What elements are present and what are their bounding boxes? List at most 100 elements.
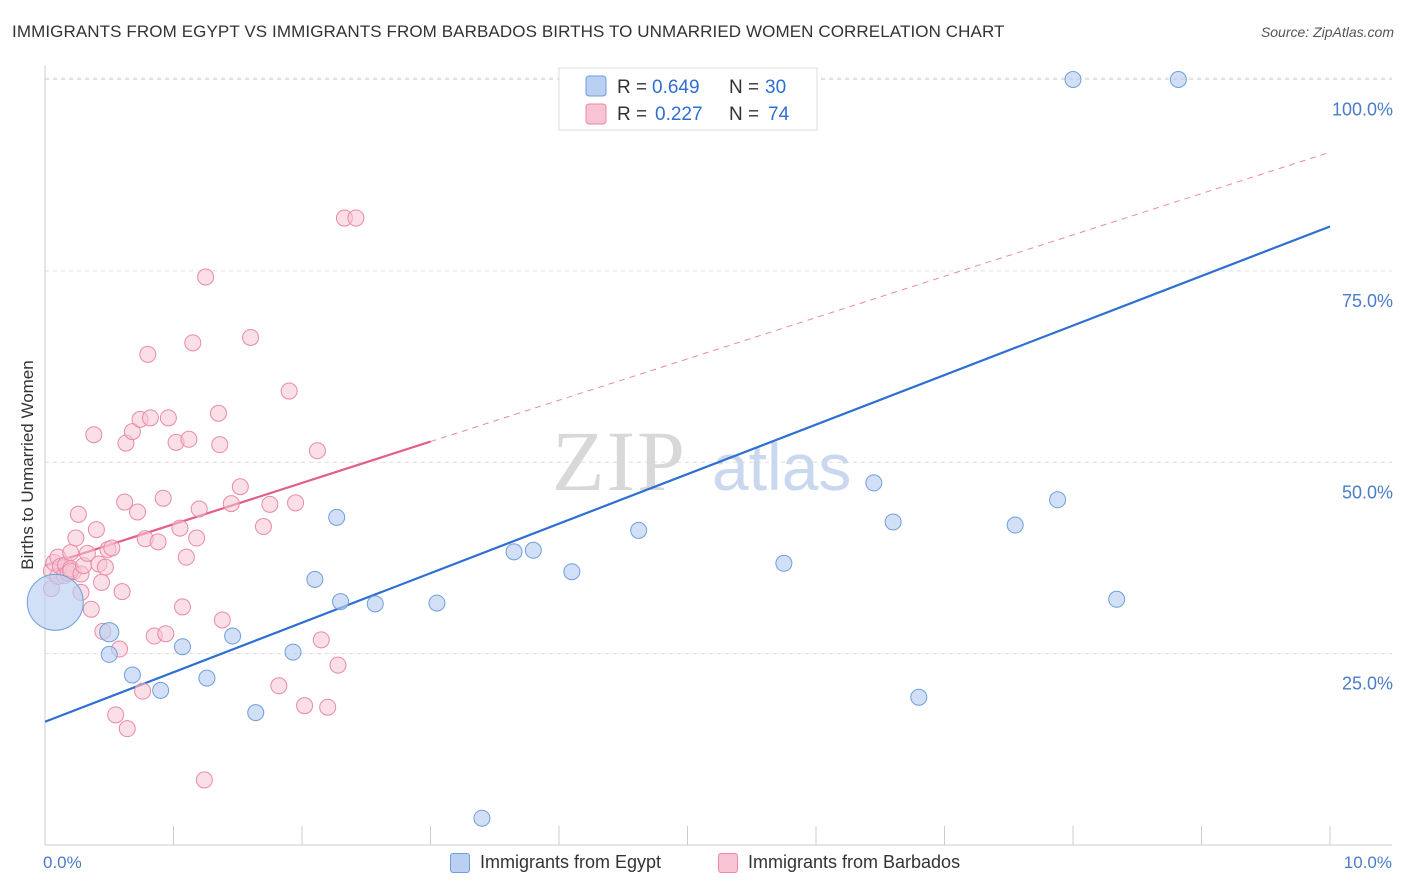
y-tick-labels: 25.0% 50.0% 75.0% 100.0%: [1332, 100, 1393, 694]
egypt-point: [100, 645, 118, 663]
egypt-point: [775, 554, 793, 572]
barbados-point: [62, 544, 80, 562]
egypt-point: [173, 638, 191, 656]
y-tick-label: 75.0%: [1342, 291, 1393, 311]
barbados-point: [141, 409, 159, 427]
egypt-point: [247, 704, 265, 722]
barbados-point: [139, 345, 157, 363]
source-credit: Source: ZipAtlas.com: [1260, 24, 1394, 40]
barbados-point: [173, 598, 191, 616]
barbados-point: [222, 495, 240, 513]
egypt-point: [630, 521, 648, 539]
barbados-point: [107, 706, 125, 724]
barbados-point: [270, 677, 288, 695]
egypt-point: [505, 543, 523, 561]
barbados-point: [113, 583, 131, 601]
egypt-point: [332, 593, 350, 611]
barbados-points: [42, 209, 365, 789]
barbados-point: [149, 533, 167, 551]
egypt-point: [563, 563, 581, 581]
barbados-trend-extension: [430, 151, 1331, 443]
watermark-atlas: atlas: [712, 430, 851, 504]
barbados-point: [190, 500, 208, 518]
barbados-r-value: 0.227: [655, 104, 703, 125]
barbados-point: [280, 382, 298, 400]
egypt-r-value: 0.649: [652, 77, 700, 98]
barbados-point: [184, 334, 202, 352]
barbados-point: [287, 494, 305, 512]
barbados-point: [154, 489, 172, 507]
barbados-point: [82, 600, 100, 618]
legend-item-egypt[interactable]: Immigrants from Egypt: [450, 852, 661, 873]
barbados-point: [67, 529, 85, 547]
egypt-point: [1049, 491, 1067, 509]
barbados-point: [171, 519, 189, 537]
egypt-point: [884, 513, 902, 531]
barbados-point: [118, 720, 136, 738]
egypt-point: [1169, 71, 1187, 88]
barbados-point: [85, 426, 103, 444]
egypt-point: [366, 595, 384, 613]
zipatlas-watermark: ZIP atlas: [552, 413, 851, 509]
barbados-point: [159, 409, 177, 427]
egypt-point: [26, 573, 84, 631]
barbados-point: [197, 268, 215, 286]
y-axis-label: Births to Unmarried Women: [18, 360, 37, 569]
egypt-swatch: [585, 75, 607, 97]
egypt-point: [99, 622, 120, 643]
barbados-point: [195, 771, 213, 789]
barbados-point: [211, 436, 229, 454]
legend-label-barbados: Immigrants from Barbados: [748, 852, 961, 872]
barbados-point: [129, 503, 147, 521]
y-tick-label: 25.0%: [1342, 674, 1393, 694]
egypt-legend-swatch: [450, 852, 470, 873]
egypt-n-value: 30: [765, 77, 786, 98]
egypt-point: [473, 809, 491, 827]
barbados-point: [312, 631, 330, 649]
barbados-point: [180, 430, 198, 448]
barbados-n-label: N =: [729, 104, 759, 125]
egypt-point: [224, 627, 242, 645]
egypt-point: [1064, 71, 1082, 88]
barbados-point: [329, 656, 347, 674]
y-tick-label: 50.0%: [1342, 482, 1393, 502]
barbados-point: [78, 544, 96, 562]
barbados-point: [69, 505, 87, 523]
egypt-points: [26, 70, 1187, 827]
barbados-point: [96, 558, 114, 576]
barbados-point: [213, 611, 231, 629]
chart-title: IMMIGRANTS FROM EGYPT VS IMMIGRANTS FROM…: [12, 22, 1005, 41]
barbados-point: [123, 423, 141, 441]
barbados-legend-swatch: [718, 852, 738, 873]
barbados-point: [231, 478, 249, 496]
barbados-point: [134, 682, 152, 700]
egypt-point: [152, 681, 170, 699]
x-tick-label-min: 0.0%: [43, 853, 82, 872]
watermark-zip: ZIP: [552, 413, 687, 509]
egypt-point: [123, 666, 141, 684]
barbados-point: [103, 539, 121, 557]
barbados-point: [319, 698, 337, 716]
egypt-n-label: N =: [729, 77, 759, 98]
egypt-point: [284, 643, 302, 661]
barbados-n-value: 74: [768, 104, 790, 125]
legend-item-barbados[interactable]: Immigrants from Barbados: [718, 852, 960, 873]
egypt-point: [428, 594, 446, 612]
legend-label-egypt: Immigrants from Egypt: [480, 852, 662, 872]
series-legend: Immigrants from Egypt Immigrants from Ba…: [0, 848, 1406, 882]
egypt-point: [328, 508, 346, 526]
barbados-point: [242, 328, 260, 346]
gridlines: [45, 77, 1392, 655]
barbados-point: [261, 495, 279, 513]
egypt-point: [865, 474, 883, 492]
egypt-point: [524, 541, 542, 559]
egypt-point: [910, 688, 928, 706]
barbados-swatch: [585, 103, 607, 125]
barbados-point: [209, 404, 227, 422]
egypt-point: [1006, 516, 1024, 534]
axes: [44, 66, 1392, 846]
egypt-trend-line: [44, 225, 1331, 723]
barbados-point: [188, 529, 206, 547]
barbados-point: [157, 625, 175, 643]
